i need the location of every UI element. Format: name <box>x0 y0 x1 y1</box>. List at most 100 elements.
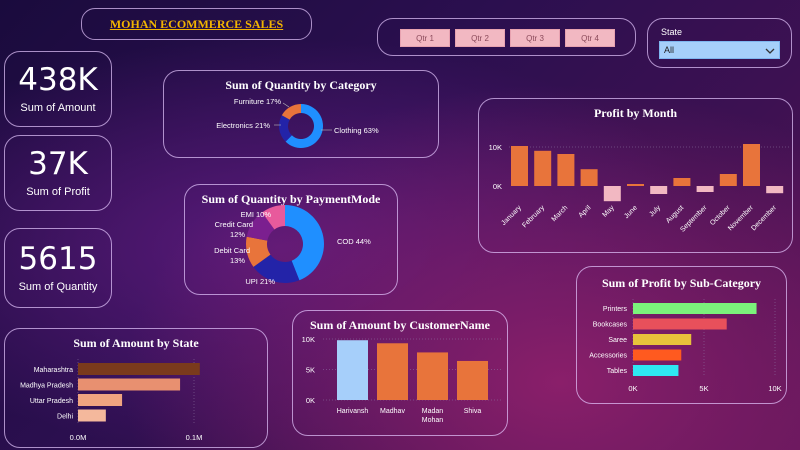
dashboard-title: MOHAN ECOMMERCE SALES <box>109 16 284 31</box>
kpi-card-profit: 37K Sum of Profit <box>4 135 112 211</box>
leader-line <box>282 102 290 108</box>
bar-february <box>534 150 552 186</box>
title-box: MOHAN ECOMMERCE SALES <box>81 8 312 40</box>
bar-august <box>673 178 691 186</box>
data-label: Furniture 17% <box>234 97 281 106</box>
bar-printers <box>633 303 757 314</box>
state-dropdown[interactable]: All <box>659 41 780 59</box>
x-tick-label: June <box>623 204 639 220</box>
chart-title: Sum of Amount by CustomerName <box>310 318 490 332</box>
data-label: Credit Card <box>215 220 253 229</box>
bar-june <box>627 184 644 186</box>
bar-january <box>511 146 528 186</box>
bar-shiva <box>457 360 488 400</box>
x-tick-label: Madhav <box>380 408 405 415</box>
x-tick-label: May <box>601 204 616 219</box>
bar-july <box>650 186 668 194</box>
bar-november <box>743 144 760 186</box>
y-tick-label: 0K <box>306 396 315 405</box>
data-label: Clothing 63% <box>334 126 379 135</box>
donut-slice-upi <box>253 254 300 283</box>
x-tick-label: April <box>578 204 593 219</box>
bar-tables <box>633 365 679 376</box>
x-tick-label: March <box>551 204 570 223</box>
y-tick-label: Delhi <box>57 414 73 421</box>
x-tick-label: July <box>648 204 662 218</box>
qtr-1-button[interactable]: Qtr 1 <box>400 29 450 47</box>
month-chart-card: Profit by Month 10K 0K January February Marc… <box>478 98 793 253</box>
bar-bookcases <box>633 318 727 330</box>
kpi-label: Sum of Amount <box>20 101 96 114</box>
kpi-card-amount: 438K Sum of Amount <box>4 51 112 127</box>
state-filter-card: State All <box>647 18 792 68</box>
donut-slice-emi <box>262 205 285 230</box>
bar-saree <box>633 334 692 345</box>
data-label: 12% <box>230 230 245 239</box>
x-tick-label: 10K <box>768 384 781 393</box>
x-tick-label: January <box>500 204 523 227</box>
x-tick-label: Harivansh <box>337 408 369 415</box>
y-tick-label: 0K <box>493 182 502 191</box>
data-label: Electronics 21% <box>216 121 270 130</box>
qtr-4-button[interactable]: Qtr 4 <box>565 29 615 47</box>
bar-madhav <box>377 343 408 400</box>
bar-maharashtra <box>78 363 200 375</box>
x-tick-label: August <box>665 204 685 224</box>
donut-slice-cod <box>285 205 324 281</box>
y-tick-label: 5K <box>306 366 315 375</box>
chevron-down-icon <box>765 48 775 54</box>
qtr-3-button[interactable]: Qtr 3 <box>510 29 560 47</box>
amount-by-customer-chart: 10K 5K 0K Harivansh Madhav Madan Mohan Shiva <box>302 335 501 424</box>
chart-title: Sum of Quantity by Category <box>225 78 377 92</box>
x-tick-label: Mohan <box>422 417 444 424</box>
data-label: 13% <box>230 256 245 265</box>
bar-march <box>557 154 575 186</box>
kpi-card-quantity: 5615 Sum of Quantity <box>4 228 112 308</box>
bar-october <box>719 174 737 186</box>
y-tick-label: 10K <box>302 335 315 344</box>
subcategory-chart-card: Sum of Profit by Sub-Category Printers Bo… <box>576 266 787 404</box>
bar-september <box>696 186 714 192</box>
profit-by-subcategory-chart: Printers Bookcases Saree Accessories Tables 0… <box>589 299 782 393</box>
chart-title: Sum of Profit by Sub-Category <box>601 276 762 290</box>
chart-title: Sum of Amount by State <box>73 336 199 350</box>
y-tick-label: Bookcases <box>593 322 628 329</box>
data-label: COD 44% <box>337 237 371 246</box>
data-label: Debit Card <box>214 246 250 255</box>
data-label: EMI 10% <box>241 210 272 219</box>
bar-uttar-pradesh <box>78 394 123 406</box>
bar-april <box>580 169 598 186</box>
quarter-slicer <box>377 18 636 56</box>
y-tick-label: Tables <box>607 368 628 375</box>
bar-madhya-pradesh <box>78 378 181 391</box>
bar-december <box>766 186 784 194</box>
x-tick-label: 5K <box>699 384 708 393</box>
y-tick-label: Uttar Pradesh <box>30 398 73 405</box>
donut-slice-clothing <box>285 104 323 148</box>
data-label: UPI 21% <box>245 277 275 286</box>
x-tick-label: 0.0M <box>70 433 87 442</box>
bar-may <box>603 186 621 202</box>
bar-delhi <box>78 409 106 422</box>
category-donut-chart: Clothing 63% Electronics 21% Furniture 17% <box>216 97 379 148</box>
y-tick-label: Printers <box>603 306 628 313</box>
x-tick-label: February <box>521 204 546 229</box>
chart-title: Profit by Month <box>593 106 678 120</box>
donut-slice-debit-card <box>246 236 271 267</box>
y-tick-label: Madhya Pradesh <box>20 383 73 390</box>
qtr-2-button[interactable]: Qtr 2 <box>455 29 505 47</box>
state-chart-card: Sum of Amount by State Maharashtra Madhya… <box>4 328 268 448</box>
state-filter-label: State <box>661 27 683 37</box>
kpi-label: Sum of Quantity <box>18 280 98 293</box>
amount-by-state-chart: Maharashtra Madhya Pradesh Uttar Pradesh De… <box>20 359 202 442</box>
donut-slice-credit-card <box>246 212 275 241</box>
y-tick-label: 10K <box>489 143 502 152</box>
kpi-value: 5615 <box>18 240 98 277</box>
paymentmode-chart-card: Sum of Quantity by PaymentMode COD 44% UP… <box>184 184 398 295</box>
category-chart-card: Sum of Quantity by Category Clothing 63%… <box>163 70 439 158</box>
kpi-value: 37K <box>28 145 88 182</box>
x-tick-label: Shiva <box>464 408 482 415</box>
y-tick-label: Accessories <box>589 353 627 360</box>
